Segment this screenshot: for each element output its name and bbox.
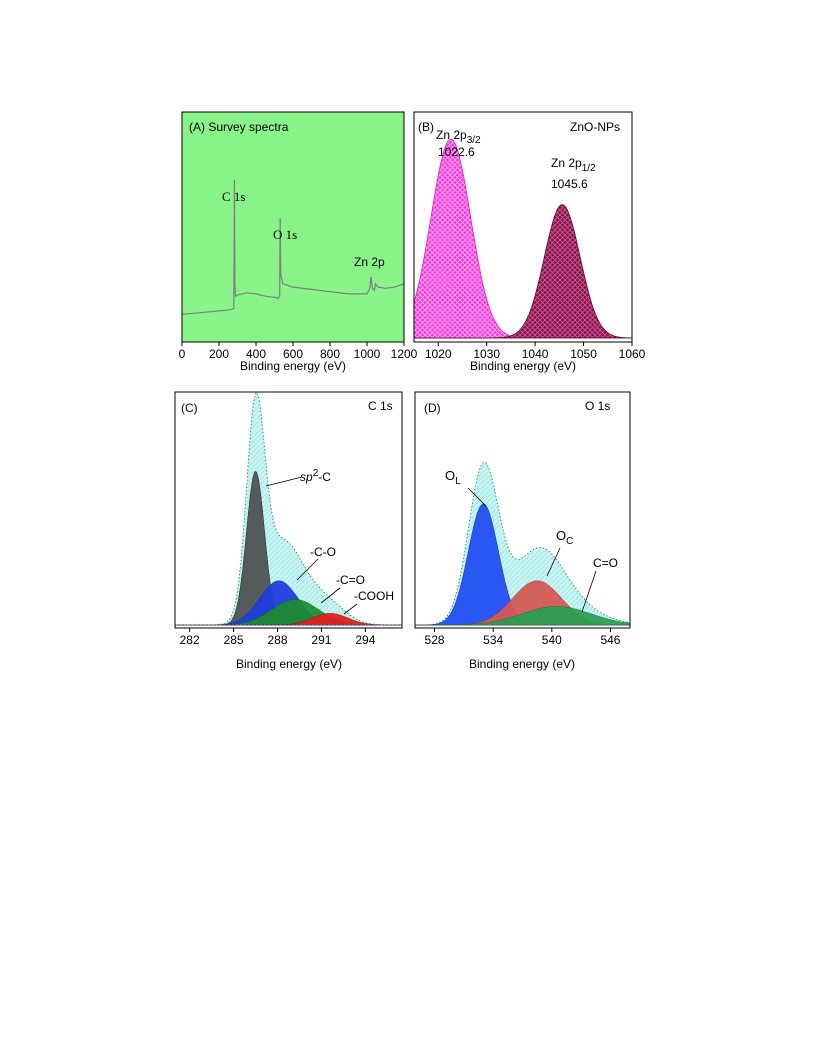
panel-a-xtick-label-800: 800	[320, 347, 340, 361]
panel-a-xtick-label-1200: 1200	[391, 347, 418, 361]
panel-c-annotation-c-eq-o: -C=O	[336, 573, 365, 587]
panel-d-frame	[414, 391, 631, 629]
panel-b-annotation-zn2p3-2: Zn 2p3/2	[436, 128, 481, 146]
panel-c-xtick-label-294: 294	[355, 633, 375, 647]
panel-d: 528 534 540 546 (D) O 1s OL OC C=O Binding …	[414, 391, 631, 671]
panel-d-title: O 1s	[585, 399, 610, 413]
panel-a: 0 200 400 600 800 1000 1200 (A) Survey spectra…	[179, 111, 418, 373]
panel-c-arrow-c-eq-o	[320, 587, 341, 604]
panel-b-xlabel: Binding energy (eV)	[470, 359, 576, 373]
panel-d-xtick-label-528: 528	[425, 633, 445, 647]
panel-c-xtick-label-291: 291	[311, 633, 331, 647]
panel-d-annotation-oc: OC	[556, 528, 573, 547]
panel-c-arrow-cooh	[343, 603, 358, 615]
panel-b-xtick-label-1030: 1030	[473, 347, 500, 361]
panel-b-label: (B)	[418, 120, 434, 134]
panel-c-xtick-label-285: 285	[224, 633, 244, 647]
panel-b-sample: ZnO-NPs	[570, 120, 620, 134]
panel-d-annotation-c-eq-o: C=O	[593, 556, 618, 570]
panel-a-annotation-zn2p: Zn 2p	[354, 255, 385, 269]
panel-c-annotation-c-o: -C-O	[310, 545, 336, 559]
panel-b-annotation-zn2p1-2: Zn 2p1/2	[551, 156, 596, 174]
panel-b-frame	[413, 111, 633, 343]
panel-d-xtick-label-546: 546	[600, 633, 620, 647]
panel-c-frame	[174, 391, 403, 629]
panel-a-xtick-label-1000: 1000	[354, 347, 381, 361]
panel-c-annotation-sp2-c: sp2-C	[300, 468, 331, 484]
panel-a-xtick-label-400: 400	[246, 347, 266, 361]
panel-b-xtick-label-1050: 1050	[570, 347, 597, 361]
panel-c-xtick-label-288: 288	[268, 633, 288, 647]
panel-d-annotation-ol: OL	[445, 468, 461, 487]
panel-b-xtick-label-1040: 1040	[522, 347, 549, 361]
panel-a-xlabel: Binding energy (eV)	[240, 359, 346, 373]
panel-c-annotation-cooh: -COOH	[354, 589, 394, 603]
panel-c-arrow-c-o	[296, 558, 319, 581]
panel-d-arrow-ol	[467, 487, 487, 507]
panel-a-annotation-c1s: C 1s	[222, 189, 245, 204]
panel-a-spectrum-line	[181, 179, 405, 315]
panel-d-peak-c-eq-o	[415, 606, 631, 626]
panel-a-annotation-o1s: O 1s	[273, 227, 297, 242]
panel-a-xtick-label-600: 600	[283, 347, 303, 361]
panel-b-annotation-1022-6: 1022.6	[438, 145, 475, 159]
panel-d-arrow-oc	[546, 547, 561, 577]
panel-c-arrow-sp2-c	[265, 476, 303, 487]
panel-c-envelope	[175, 392, 402, 626]
panel-a-xtick-label-0: 0	[179, 347, 186, 361]
panel-b-annotation-1045-6: 1045.6	[551, 177, 588, 191]
panel-b-xtick-label-1060: 1060	[619, 347, 646, 361]
panel-d-xtick-label-534: 534	[483, 633, 503, 647]
panel-b-xtick-label-1020: 1020	[425, 347, 452, 361]
panel-b-peak-zn2p1-2	[414, 204, 633, 339]
panel-a-background	[182, 112, 404, 342]
panel-c-xtick-label-282: 282	[180, 633, 200, 647]
panel-d-xlabel: Binding energy (eV)	[469, 657, 575, 671]
panel-d-xtick-label-540: 540	[542, 633, 562, 647]
panel-c: 282 285 288 291 294 (C) C 1s sp2-C -C-O -C=O…	[174, 391, 403, 671]
panel-c-title: C 1s	[368, 399, 393, 413]
panel-c-xlabel: Binding energy (eV)	[236, 657, 342, 671]
panel-d-arrow-c-eq-o	[581, 570, 597, 613]
panel-c-label: (C)	[181, 401, 198, 415]
panel-a-label: (A) Survey spectra	[189, 120, 289, 134]
panel-d-label: (D)	[424, 401, 441, 415]
panel-b: 1020 1030 1040 1050 1060 (B) ZnO-NPs Zn 2p3/…	[413, 111, 646, 373]
panel-a-xtick-label-200: 200	[209, 347, 229, 361]
